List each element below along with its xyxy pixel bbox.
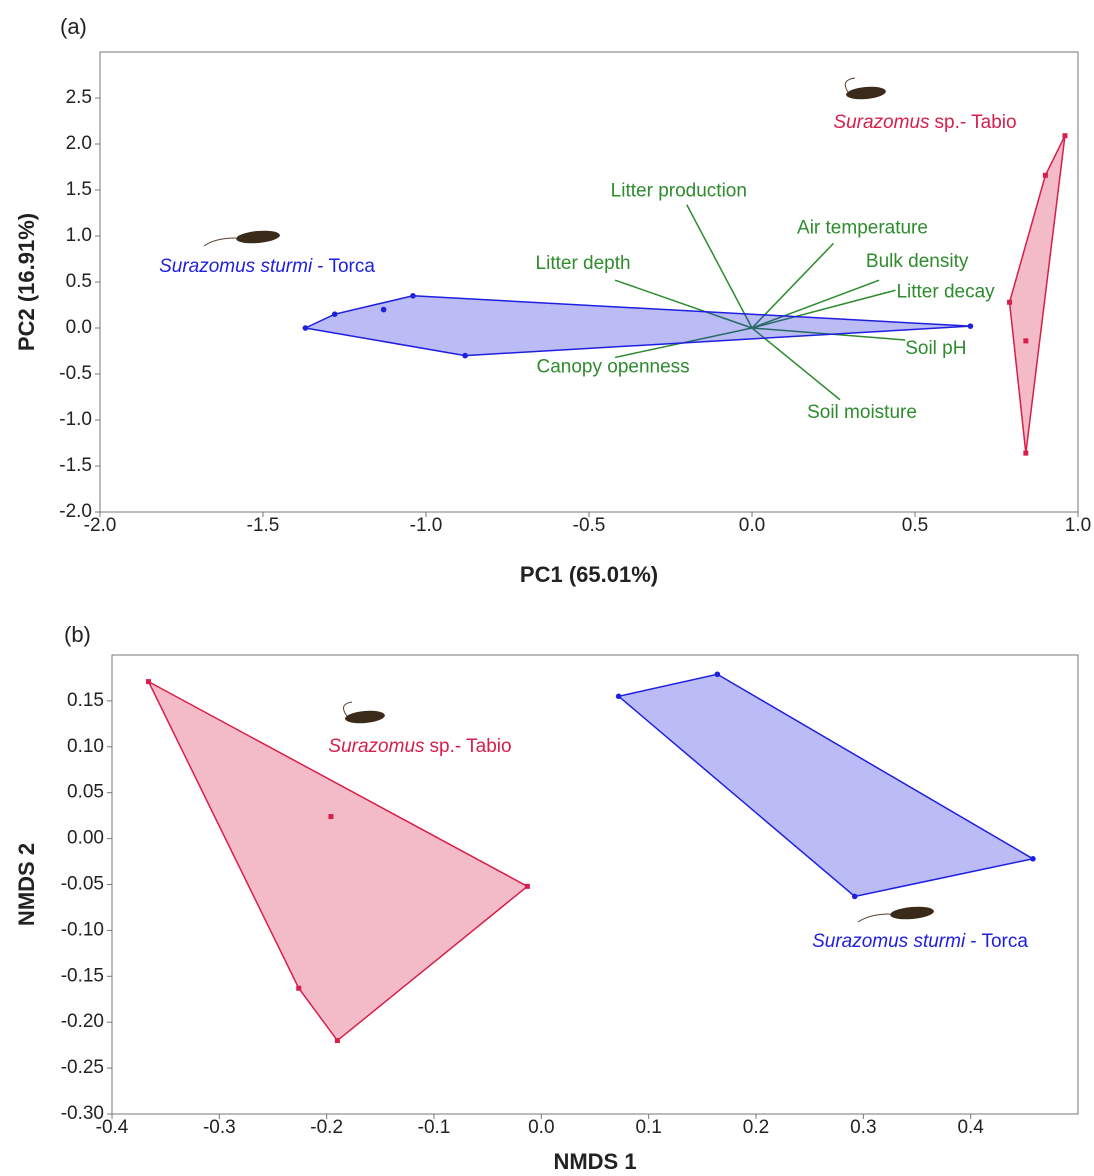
x-tick-label: -0.4 [96,1117,129,1138]
y-tick-label: -1.0 [59,409,92,430]
loading-vector [751,289,896,329]
y-tick-label: 0.00 [67,828,104,849]
point [296,985,302,991]
convex-hull [616,673,1035,898]
panel-label: (a) [60,14,87,39]
vector-label: Bulk density [866,251,969,272]
x-tick-label: 0.0 [528,1117,554,1138]
loading-vector [751,327,841,401]
y-tick-label: 0.5 [66,271,92,292]
point [1042,172,1048,178]
x-axis-label: PC1 (65.01%) [520,562,658,587]
y-tick-label: 0.0 [66,317,92,338]
loading-vector [751,242,835,329]
loading-vector [686,204,753,329]
x-tick-label: -0.3 [203,1117,236,1138]
point [967,323,974,329]
point [462,352,468,359]
point [331,311,338,318]
species-label: Surazomus sturmi - Torca [159,256,375,277]
species-label: Surazomus sturmi - Torca [812,931,1028,952]
y-tick-label: -0.30 [61,1103,104,1124]
species-label-rest: - Torca [317,256,375,277]
y-tick-label: -2.0 [59,501,92,522]
y-tick-label: 2.0 [66,133,92,154]
point [714,671,721,678]
x-tick-label: 0.1 [635,1117,661,1138]
y-tick-label: -0.05 [61,874,104,895]
y-axis-label: NMDS 2 [14,843,39,926]
vector-label: Litter decay [896,281,995,302]
y-tick-label: 0.15 [67,690,104,711]
point [410,293,416,299]
x-axis-label: NMDS 1 [553,1149,636,1174]
species-label: Surazomus sp.- Tabio [328,736,511,757]
y-tick-label: -1.5 [59,455,92,476]
point [1023,338,1029,344]
vector-label: Air temperature [797,217,928,238]
species-label-italic: Surazomus sturmi [159,256,313,277]
vector-label: Litter depth [536,253,631,274]
loading-vector [751,279,880,329]
species-label-rest: - Torca [970,931,1028,952]
y-tick-label: 2.5 [66,87,92,108]
species-label-italic: Surazomus [328,736,425,757]
point [380,306,387,313]
vector-label: Soil pH [905,338,966,359]
convex-hull [1008,135,1066,454]
point [851,893,858,900]
species-label-italic: Surazomus [833,112,930,133]
point [615,693,622,700]
point [1023,450,1029,456]
vector-label: Canopy openness [536,356,689,377]
y-tick-label: 1.5 [66,179,92,200]
point [302,325,309,331]
x-tick-label: -0.1 [418,1117,451,1138]
vector-label: Soil moisture [807,402,917,423]
x-tick-label: 0.5 [902,515,928,536]
y-tick-label: -0.25 [61,1057,104,1078]
point [328,814,334,820]
point [1062,133,1068,139]
x-tick-label: 0.4 [957,1117,984,1138]
y-tick-label: -0.20 [61,1011,104,1032]
x-tick-label: -0.2 [310,1117,343,1138]
x-tick-label: -0.5 [573,515,606,536]
species-label-italic: Surazomus sturmi [812,931,966,952]
point [1030,855,1036,862]
panel-label: (b) [64,622,91,647]
beetle-icon [203,77,934,923]
species-label-rest: sp.- Tabio [935,112,1017,133]
y-tick-label: 0.05 [67,782,104,803]
species-label-rest: sp.- Tabio [430,736,512,757]
point [145,679,151,685]
loading-vector [614,279,753,329]
x-tick-label: -1.5 [247,515,280,536]
y-axis-label: PC2 (16.91%) [14,213,39,351]
y-tick-label: -0.10 [61,919,104,940]
x-tick-label: 0.3 [850,1117,876,1138]
point [1007,299,1013,305]
y-tick-label: 0.10 [67,736,104,757]
x-tick-label: -1.0 [410,515,443,536]
x-tick-label: -2.0 [84,515,117,536]
point [334,1038,340,1044]
point [524,883,530,889]
x-tick-label: 1.0 [1065,515,1091,536]
vector-label: Litter production [611,181,747,202]
x-tick-label: 0.0 [739,515,765,536]
x-tick-label: 0.2 [743,1117,769,1138]
y-tick-label: -0.15 [61,965,104,986]
species-label: Surazomus sp.- Tabio [833,112,1016,133]
convex-hull [302,295,971,357]
y-tick-label: -0.5 [59,363,92,384]
y-tick-label: 1.0 [66,225,92,246]
